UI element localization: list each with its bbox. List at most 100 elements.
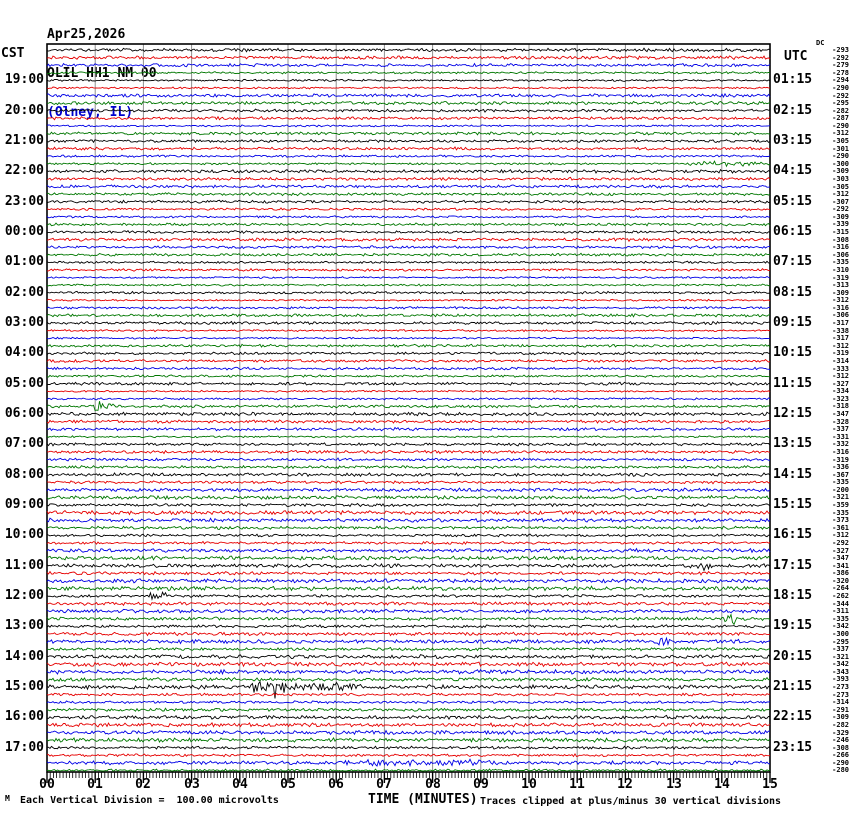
dc-offset-value: -314 bbox=[832, 698, 849, 707]
utc-hour-label: 07:15 bbox=[773, 254, 813, 269]
dc-offset-value: -359 bbox=[832, 501, 849, 509]
station-code: OLIL HH1 NM 00 bbox=[47, 66, 157, 81]
dc-offset-value: -312 bbox=[832, 190, 849, 199]
dc-offset-value: -367 bbox=[832, 470, 849, 479]
x-axis-tick-label: 08 bbox=[425, 777, 441, 792]
left-axis-header: CST bbox=[1, 46, 25, 61]
cst-hour-label: 10:00 bbox=[4, 527, 44, 542]
x-axis-tick-label: 09 bbox=[473, 777, 489, 792]
utc-hour-label: 23:15 bbox=[773, 740, 813, 755]
dc-offset-value: -310 bbox=[832, 265, 849, 274]
dc-offset-value: -315 bbox=[832, 228, 849, 236]
dc-offset-value: -305 bbox=[832, 182, 849, 191]
utc-hour-label: 16:15 bbox=[773, 527, 813, 542]
clip-note: Traces clipped at plus/minus 30 vertical… bbox=[480, 796, 782, 807]
dc-offset-value: -386 bbox=[832, 569, 849, 578]
cst-hour-label: 02:00 bbox=[4, 285, 44, 300]
dc-offset-value: -339 bbox=[832, 220, 849, 229]
dc-offset-value: -280 bbox=[832, 766, 849, 775]
x-axis-title: TIME (MINUTES) bbox=[368, 792, 478, 807]
utc-hour-label: 04:15 bbox=[773, 163, 813, 178]
dc-offset-value: -246 bbox=[832, 736, 849, 745]
dc-offset-value: -301 bbox=[832, 144, 849, 153]
dc-offset-value: -319 bbox=[832, 349, 849, 358]
dc-offset-value: -200 bbox=[832, 485, 849, 494]
utc-hour-label: 11:15 bbox=[773, 376, 813, 391]
dc-offset-value: -312 bbox=[832, 296, 849, 305]
dc-offset-value: -335 bbox=[832, 508, 849, 517]
dc-offset-value: -317 bbox=[832, 334, 849, 343]
x-axis-tick-label: 06 bbox=[328, 777, 344, 792]
utc-hour-label: 22:15 bbox=[773, 709, 813, 724]
cst-hour-label: 04:00 bbox=[4, 345, 44, 360]
utc-hour-label: 20:15 bbox=[773, 649, 813, 664]
dc-offset-value: -312 bbox=[832, 341, 849, 350]
dc-offset-value: -262 bbox=[832, 592, 849, 600]
utc-hour-label: 08:15 bbox=[773, 285, 813, 300]
dc-offset-value: -393 bbox=[832, 675, 849, 684]
dc-offset-value: -337 bbox=[832, 645, 849, 654]
utc-hour-label: 05:15 bbox=[773, 194, 813, 209]
dc-offset-value: -282 bbox=[832, 720, 849, 729]
x-axis-tick-label: 11 bbox=[569, 777, 585, 792]
dc-offset-value: -290 bbox=[832, 83, 849, 92]
utc-hour-label: 02:15 bbox=[773, 103, 813, 118]
dc-offset-value: -290 bbox=[832, 121, 849, 130]
cst-hour-label: 06:00 bbox=[4, 406, 44, 421]
dc-offset-value: -292 bbox=[832, 91, 849, 100]
utc-hour-label: 06:15 bbox=[773, 224, 813, 239]
utc-hour-label: 13:15 bbox=[773, 436, 813, 451]
dc-offset-value: -333 bbox=[832, 364, 849, 373]
dc-offset-value: -292 bbox=[832, 205, 849, 214]
cst-hour-label: 05:00 bbox=[4, 376, 44, 391]
dc-offset-value: -336 bbox=[832, 463, 849, 472]
cst-hour-label: 13:00 bbox=[4, 618, 44, 633]
cst-hour-label: 15:00 bbox=[4, 679, 44, 694]
cst-hour-label: 09:00 bbox=[4, 497, 44, 512]
x-axis-tick-label: 10 bbox=[521, 777, 537, 792]
x-axis-tick-label: 04 bbox=[232, 777, 248, 792]
x-axis-tick-label: 00 bbox=[39, 777, 55, 792]
dc-offset-value: -337 bbox=[832, 425, 849, 434]
dc-offset-value: -373 bbox=[832, 516, 849, 525]
dc-offset-value: -306 bbox=[832, 250, 849, 259]
cst-hour-label: 03:00 bbox=[4, 315, 44, 330]
utc-hour-label: 09:15 bbox=[773, 315, 813, 330]
dc-offset-value: -344 bbox=[832, 599, 849, 608]
x-axis-tick-label: 03 bbox=[184, 777, 200, 792]
dc-offset-value: -314 bbox=[832, 356, 849, 365]
dc-offset-value: -342 bbox=[832, 622, 849, 631]
utc-hour-label: 01:15 bbox=[773, 72, 813, 87]
cst-hour-label: 21:00 bbox=[4, 133, 44, 148]
utc-hour-label: 14:15 bbox=[773, 467, 813, 482]
dc-offset-value: -319 bbox=[832, 455, 849, 464]
dc-offset-value: -279 bbox=[832, 61, 849, 70]
dc-offset-value: -273 bbox=[832, 690, 849, 699]
dc-offset-value: -321 bbox=[832, 493, 849, 502]
dc-offset-value: -332 bbox=[832, 440, 849, 449]
dc-offset-value: -328 bbox=[832, 417, 849, 426]
utc-hour-label: 15:15 bbox=[773, 497, 813, 512]
dc-offset-value: -342 bbox=[832, 660, 849, 669]
x-axis-tick-label: 12 bbox=[617, 777, 633, 792]
cst-hour-label: 00:00 bbox=[4, 224, 44, 239]
dc-offset-value: -309 bbox=[832, 212, 849, 221]
utc-hour-label: 18:15 bbox=[773, 588, 813, 603]
x-axis-tick-label: 13 bbox=[666, 777, 682, 792]
dc-offset-value: -278 bbox=[832, 68, 849, 77]
dc-offset-value: -335 bbox=[832, 258, 849, 267]
dc-offset-value: -300 bbox=[832, 159, 849, 168]
x-axis-tick-label: 07 bbox=[376, 777, 392, 792]
watermark: M bbox=[5, 794, 10, 803]
dc-column-header: DC bbox=[816, 39, 825, 47]
dc-offset-value: -295 bbox=[832, 99, 849, 108]
dc-offset-value: -309 bbox=[832, 288, 849, 297]
dc-offset-value: -306 bbox=[832, 311, 849, 320]
dc-offset-value: -316 bbox=[832, 243, 849, 252]
dc-offset-value: -290 bbox=[832, 152, 849, 161]
dc-offset-value: -323 bbox=[832, 394, 849, 403]
dc-offset-value: -316 bbox=[832, 303, 849, 312]
cst-hour-label: 14:00 bbox=[4, 649, 44, 664]
dc-offset-value: -264 bbox=[832, 584, 849, 593]
